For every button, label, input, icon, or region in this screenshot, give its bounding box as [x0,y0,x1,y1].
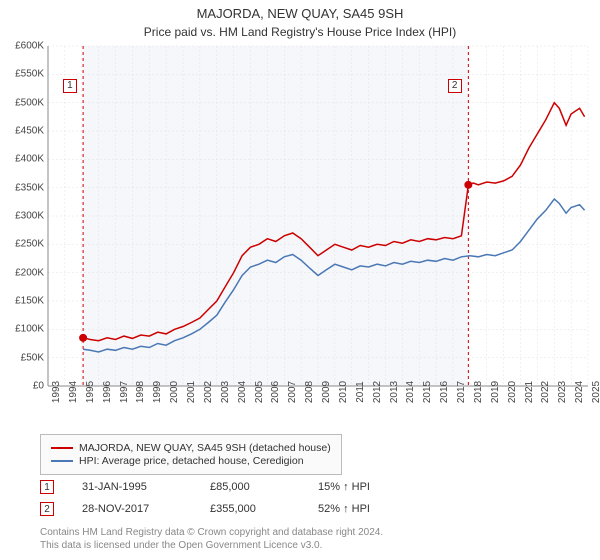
x-axis-label: 1997 [119,381,130,403]
x-axis-label: 2008 [304,381,315,403]
sale-marker: 2 [40,502,54,516]
disclaimer-line-1: Contains HM Land Registry data © Crown c… [40,526,383,539]
legend-item: MAJORDA, NEW QUAY, SA45 9SH (detached ho… [51,442,331,454]
marker-box: 2 [448,79,462,93]
x-axis-label: 1993 [51,381,62,403]
legend-swatch [51,447,73,449]
x-axis-label: 1994 [68,381,79,403]
legend: MAJORDA, NEW QUAY, SA45 9SH (detached ho… [40,434,342,475]
sale-marker: 1 [40,480,54,494]
x-axis-label: 2024 [574,381,585,403]
x-axis-label: 2009 [321,381,332,403]
legend-item: HPI: Average price, detached house, Cere… [51,455,331,467]
x-axis-label: 2018 [473,381,484,403]
sale-row: 1 31-JAN-1995 £85,000 15% ↑ HPI [40,480,370,494]
legend-label: MAJORDA, NEW QUAY, SA45 9SH (detached ho… [79,442,331,454]
x-axis-label: 2001 [186,381,197,403]
x-axis-label: 2013 [389,381,400,403]
sale-pct: 15% ↑ HPI [318,481,370,493]
x-axis-label: 2014 [405,381,416,403]
x-axis-label: 2011 [355,381,366,403]
y-axis-label: £300K [15,211,44,222]
y-axis-label: £250K [15,239,44,250]
x-axis-label: 2005 [254,381,265,403]
x-axis-label: 2025 [591,381,600,403]
sale-date: 31-JAN-1995 [82,481,182,493]
legend-swatch [51,460,73,462]
chart-subtitle: Price paid vs. HM Land Registry's House … [0,21,600,39]
x-axis-label: 2020 [507,381,518,403]
x-axis-label: 2000 [169,381,180,403]
marker-dot [464,181,472,189]
x-axis-label: 2006 [270,381,281,403]
y-axis-label: £0 [33,381,44,392]
y-axis-label: £100K [15,324,44,335]
x-axis-label: 2004 [237,381,248,403]
sale-pct: 52% ↑ HPI [318,503,370,515]
marker-dot [79,334,87,342]
y-axis-label: £200K [15,267,44,278]
root: { "title": "MAJORDA, NEW QUAY, SA45 9SH"… [0,0,600,560]
y-axis-label: £550K [15,69,44,80]
x-axis-label: 2002 [203,381,214,403]
y-axis-label: £400K [15,154,44,165]
y-axis-label: £600K [15,41,44,52]
y-axis-label: £350K [15,182,44,193]
x-axis-label: 2007 [287,381,298,403]
legend-label: HPI: Average price, detached house, Cere… [79,455,304,467]
x-axis-label: 2003 [220,381,231,403]
chart-area: £0£50K£100K£150K£200K£250K£300K£350K£400… [48,46,588,386]
y-axis-label: £50K [21,352,44,363]
x-axis-label: 2016 [439,381,450,403]
sale-date: 28-NOV-2017 [82,503,182,515]
y-axis-label: £150K [15,296,44,307]
x-axis-label: 1999 [152,381,163,403]
chart-title: MAJORDA, NEW QUAY, SA45 9SH [0,0,600,21]
sale-price: £85,000 [210,481,290,493]
disclaimer: Contains HM Land Registry data © Crown c… [40,526,383,552]
x-axis-label: 2021 [524,381,535,403]
x-axis-label: 1998 [135,381,146,403]
sale-row: 2 28-NOV-2017 £355,000 52% ↑ HPI [40,502,370,516]
x-axis-label: 2017 [456,381,467,403]
x-axis-label: 1996 [102,381,113,403]
y-axis-label: £500K [15,97,44,108]
disclaimer-line-2: This data is licensed under the Open Gov… [40,539,383,552]
sale-price: £355,000 [210,503,290,515]
x-axis-label: 2012 [372,381,383,403]
x-axis-label: 2010 [338,381,349,403]
x-axis-label: 2022 [540,381,551,403]
marker-box: 1 [63,79,77,93]
y-axis-label: £450K [15,126,44,137]
x-axis-label: 2015 [422,381,433,403]
x-axis-label: 2019 [490,381,501,403]
x-axis-label: 1995 [85,381,96,403]
x-axis-label: 2023 [557,381,568,403]
